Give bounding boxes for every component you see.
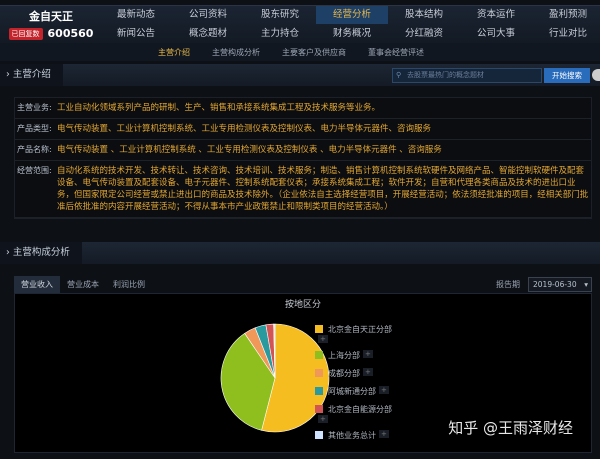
subnav-item[interactable]: 主营介绍 [158, 47, 190, 57]
info-row: 产品类型: 电气传动装置、工业计算机控制系统、工业专用检测仪表及控制仪表、电力半导… [15, 119, 591, 140]
info-label: 产品名称: [17, 145, 52, 154]
subnav-item[interactable]: 主要客户及供应商 [282, 47, 346, 57]
info-value: 电气传动装置 、工业计算机控制系统 、工业专用检测仪表及控制仪表 、电力半导体元… [57, 145, 442, 155]
legend-item[interactable]: 北京金自天正分部 + [315, 324, 395, 343]
expand-icon[interactable]: + [363, 368, 373, 376]
pie-slice[interactable] [220, 332, 276, 431]
expand-icon[interactable]: + [379, 430, 389, 438]
info-value: 自动化系统的技术开发、技术转让、技术咨询、技术培训、技术服务；制造、销售计算机控… [57, 166, 589, 212]
section-header-composition: › 主营构成分析 [0, 242, 600, 264]
nav-item[interactable]: 经营分析 [316, 6, 388, 24]
info-label: 产品类型: [17, 124, 52, 133]
help-icon[interactable] [592, 69, 600, 81]
pie-slice[interactable] [273, 323, 276, 379]
expand-icon[interactable]: + [363, 350, 373, 358]
stock-header: 金自天正 已回复数 600560 最新动态 公司资料 股东研究 经营分析 股本结构 资本运作… [0, 5, 600, 43]
legend-label: 上海分部 [328, 351, 360, 360]
expand-icon[interactable]: + [379, 386, 389, 394]
legend-swatch [315, 405, 323, 413]
nav-item[interactable]: 公司资料 [188, 9, 227, 20]
concept-search-input[interactable]: ⚲ 去股票最热门的概念题材 [392, 68, 542, 83]
info-value: 电气传动装置、工业计算机控制系统、工业专用检测仪表及控制仪表、电力半导体元器件、… [57, 124, 432, 134]
subnav-item[interactable]: 董事会经营评述 [368, 47, 424, 57]
legend-item[interactable]: 北京金自能源分部 + [315, 404, 395, 423]
nav-item[interactable]: 新闻公告 [116, 28, 155, 39]
legend-item[interactable]: 成都分部 + [315, 368, 395, 379]
legend-swatch [315, 369, 323, 377]
section-header-main-intro: › 主营介绍 ⚲ 去股票最热门的概念题材 开始搜索 [0, 64, 600, 86]
section-title: › 主营介绍 [0, 64, 63, 86]
stock-code: 600560 [47, 27, 94, 40]
info-row: 产品名称: 电气传动装置 、工业计算机控制系统 、工业专用检测仪表及控制仪表 、电… [15, 140, 591, 161]
info-value: 工业自动化领域系列产品的研制、生产、销售和承接系统集成工程及技术服务等业务。 [57, 103, 381, 113]
nav-item[interactable]: 盈利预测 [548, 9, 587, 20]
search-icon: ⚲ [396, 71, 402, 79]
chevron-down-icon: ▾ [584, 280, 588, 289]
expand-icon[interactable]: + [318, 335, 328, 343]
info-label: 主营业务: [17, 103, 52, 112]
pie-chart [220, 323, 330, 433]
legend-swatch [315, 431, 323, 439]
legend-swatch [315, 387, 323, 395]
legend-item[interactable]: 其他业务总计 + [315, 430, 395, 441]
stock-badge[interactable]: 已回复数 [8, 27, 43, 40]
period-label: 报告期 [496, 280, 520, 289]
period-value: 2019-06-30 [533, 280, 577, 289]
nav-item[interactable]: 行业对比 [548, 28, 587, 39]
info-row: 主营业务: 工业自动化领域系列产品的研制、生产、销售和承接系统集成工程及技术服务等… [15, 98, 591, 119]
nav-item[interactable]: 概念题材 [188, 28, 227, 39]
section-title: › 主营构成分析 [0, 242, 82, 264]
nav-item[interactable]: 分红融资 [404, 28, 443, 39]
nav-item[interactable]: 最新动态 [116, 9, 155, 20]
nav-item[interactable]: 主力持仓 [260, 28, 299, 39]
section-title-text: 主营构成分析 [12, 247, 70, 258]
legend-label: 阿城新通分部 [328, 387, 376, 396]
main-nav: 最新动态 公司资料 股东研究 经营分析 股本结构 资本运作 盈利预测新闻公告 概念题材 主力持仓… [100, 6, 600, 43]
main-business-info: 主营业务: 工业自动化领域系列产品的研制、生产、销售和承接系统集成工程及技术服务等… [14, 97, 592, 219]
legend-item[interactable]: 上海分部 + [315, 350, 395, 361]
nav-item[interactable]: 股东研究 [260, 9, 299, 20]
legend-swatch [315, 325, 323, 333]
nav-item[interactable]: 财务概况 [332, 28, 371, 39]
legend-item[interactable]: 阿城新通分部 + [315, 386, 395, 397]
subnav-item[interactable]: 主营构成分析 [212, 47, 260, 57]
nav-item[interactable]: 股本结构 [404, 9, 443, 20]
legend-label: 成都分部 [328, 369, 360, 378]
legend-label: 其他业务总计 [328, 431, 376, 440]
legend-swatch [315, 351, 323, 359]
info-row: 经营范围: 自动化系统的技术开发、技术转让、技术咨询、技术培训、技术服务；制造、销… [15, 161, 591, 218]
watermark: 知乎 @王雨泽财经 [448, 419, 573, 437]
nav-item[interactable]: 公司大事 [476, 28, 515, 39]
period-select[interactable]: 2019-06-30 ▾ [528, 277, 592, 292]
legend-label: 北京金自能源分部 [328, 405, 392, 414]
chart-title: 按地区分 [284, 300, 321, 310]
expand-icon[interactable]: + [318, 415, 328, 423]
stock-name: 金自天正 [29, 10, 73, 23]
sub-nav: 主营介绍 主营构成分析 主要客户及供应商 董事会经营评述 [0, 43, 600, 61]
tab-0[interactable]: 营业收入 [14, 276, 60, 293]
search-placeholder: 去股票最热门的概念题材 [407, 71, 484, 79]
nav-item[interactable]: 资本运作 [476, 9, 515, 20]
composition-tabs: 营业收入 营业成本 利润比例 报告期 2019-06-30 ▾ [14, 276, 592, 293]
pie-chart-panel: 按地区分 北京金自天正分部 + 上海分部 + 成都分部 + 阿城新通分部 + 北京金自能源分部 +… [14, 293, 592, 453]
pie-slice[interactable] [261, 323, 330, 433]
search-button[interactable]: 开始搜索 [544, 68, 590, 83]
tab-1[interactable]: 营业成本 [67, 280, 99, 289]
info-label: 经营范围: [17, 166, 52, 175]
section-title-text: 主营介绍 [12, 69, 51, 80]
chart-legend: 北京金自天正分部 + 上海分部 + 成都分部 + 阿城新通分部 + 北京金自能源分部 + 其他业务总… [315, 324, 395, 448]
stock-brand: 金自天正 已回复数 600560 [8, 6, 94, 44]
legend-label: 北京金自天正分部 [328, 325, 392, 334]
tab-2[interactable]: 利润比例 [113, 280, 145, 289]
